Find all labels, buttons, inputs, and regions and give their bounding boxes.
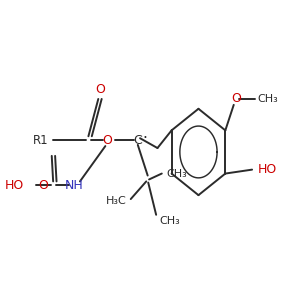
Text: O: O [38,179,48,192]
Text: HO: HO [258,163,277,176]
Text: O: O [95,82,105,96]
Text: CH₃: CH₃ [258,94,278,104]
Text: NH: NH [65,179,84,192]
Text: ·: · [142,131,147,146]
Text: CH₃: CH₃ [166,169,187,178]
Text: H₃C: H₃C [106,196,127,206]
Text: CH₃: CH₃ [159,216,180,226]
Text: O: O [102,134,112,147]
Text: C: C [134,134,142,147]
Text: O: O [232,92,242,106]
Text: HO: HO [4,179,23,192]
Text: R1: R1 [33,134,49,147]
